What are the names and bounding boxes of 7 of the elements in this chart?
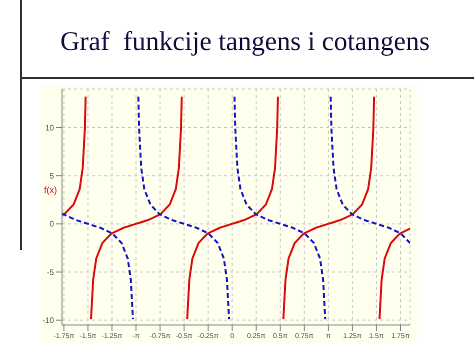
chart-title: Graf funkcije tangens i cotangens xyxy=(59,26,431,57)
y-tick-label: -10 xyxy=(42,316,55,326)
y-tick-label: 10 xyxy=(45,123,55,132)
y-tick-label: 5 xyxy=(50,172,55,181)
y-tick-label: -5 xyxy=(46,268,55,277)
y-tick-label: 0 xyxy=(50,220,55,229)
text: f(x) xyxy=(44,185,57,195)
